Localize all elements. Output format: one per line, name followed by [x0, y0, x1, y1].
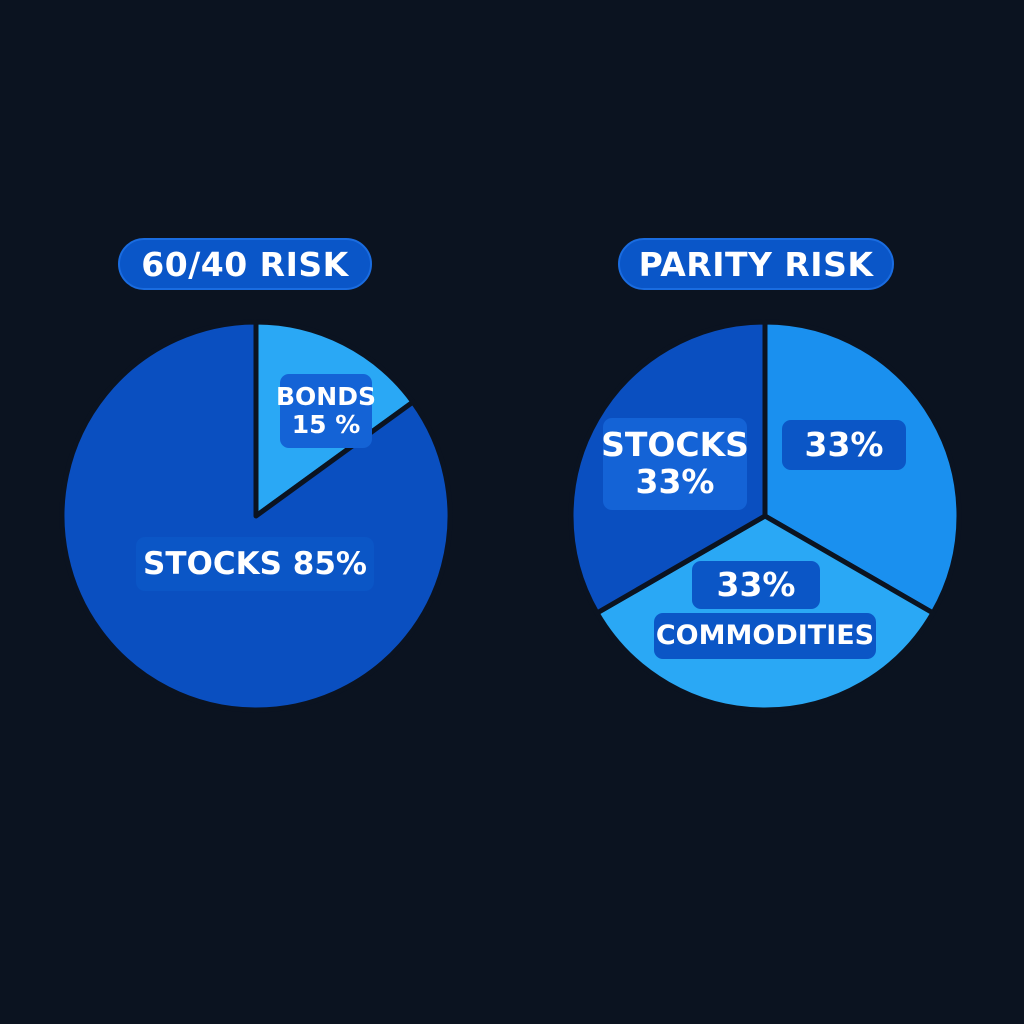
- stocks-33-value-text: 33%: [635, 462, 715, 501]
- chart-title-parity-risk: PARITY RISK: [618, 238, 894, 290]
- commodities-name-text: COMMODITIES: [655, 619, 875, 651]
- stocks-33-slice-label: STOCKS 33%: [601, 418, 749, 510]
- bonds-label-text: BONDS: [276, 382, 376, 411]
- bonds-slice-label: BONDS 15 %: [276, 374, 376, 448]
- commodities-name-label: COMMODITIES: [654, 613, 876, 659]
- stocks-85-slice-label: STOCKS 85%: [136, 537, 374, 591]
- stocks-33-label-text: STOCKS: [601, 425, 749, 465]
- commodities-value-label: 33%: [692, 561, 820, 609]
- bonds-value-text: 15 %: [291, 410, 361, 439]
- chart-title-60-40-risk: 60/40 RISK: [118, 238, 372, 290]
- commodities-value-text: 33%: [716, 564, 796, 604]
- top-right-slice-label: 33%: [782, 420, 906, 470]
- pie-left-slice-stocks-1: [59, 319, 453, 713]
- stocks-85-label-text: STOCKS 85%: [143, 545, 367, 582]
- top-right-value-text: 33%: [804, 424, 884, 464]
